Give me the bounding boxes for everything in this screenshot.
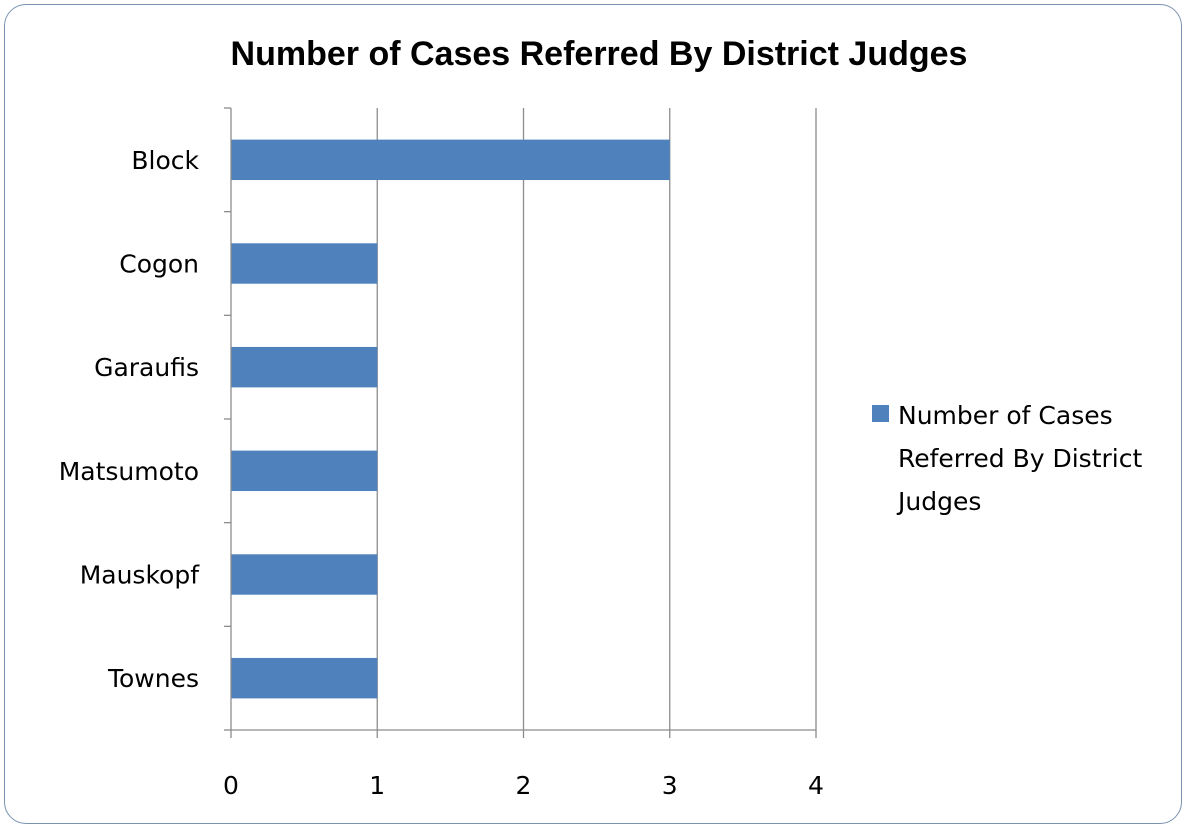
grid-lines	[376, 108, 817, 730]
axes	[224, 107, 817, 738]
legend-line: Number of Cases	[898, 401, 1113, 430]
x-tick-label-0: 0	[223, 771, 239, 800]
bar-garaufis	[231, 346, 378, 388]
legend-line: Judges	[896, 487, 981, 516]
bar-mauskopf	[231, 554, 378, 595]
bar-block	[231, 139, 670, 181]
category-label-mauskopf: Mauskopf	[80, 561, 201, 590]
chart-title: Number of Cases Referred By District Jud…	[231, 35, 968, 73]
category-label-block: Block	[131, 146, 199, 175]
category-label-garaufis: Garaufis	[94, 353, 199, 382]
legend: Number of Cases Referred By District Judge…	[872, 401, 1142, 516]
x-tick-label-2: 2	[516, 771, 532, 800]
tick-labels: Block Cogon Garaufis Matsumoto Mauskopf Towne…	[59, 146, 824, 800]
category-label-townes: Townes	[107, 664, 199, 693]
x-tick-label-4: 4	[808, 771, 824, 800]
bar-matsumoto	[231, 450, 378, 492]
bar-townes	[231, 657, 378, 699]
legend-line: Referred By District	[898, 444, 1142, 473]
bars	[231, 139, 670, 699]
x-tick-label-3: 3	[662, 771, 678, 800]
x-tick-label-1: 1	[369, 771, 385, 800]
bar-cogon	[231, 243, 378, 284]
legend-label: Number of Cases Referred By District Judge…	[896, 401, 1142, 516]
legend-swatch	[872, 405, 889, 422]
category-label-cogon: Cogon	[119, 250, 199, 279]
category-label-matsumoto: Matsumoto	[59, 457, 199, 486]
